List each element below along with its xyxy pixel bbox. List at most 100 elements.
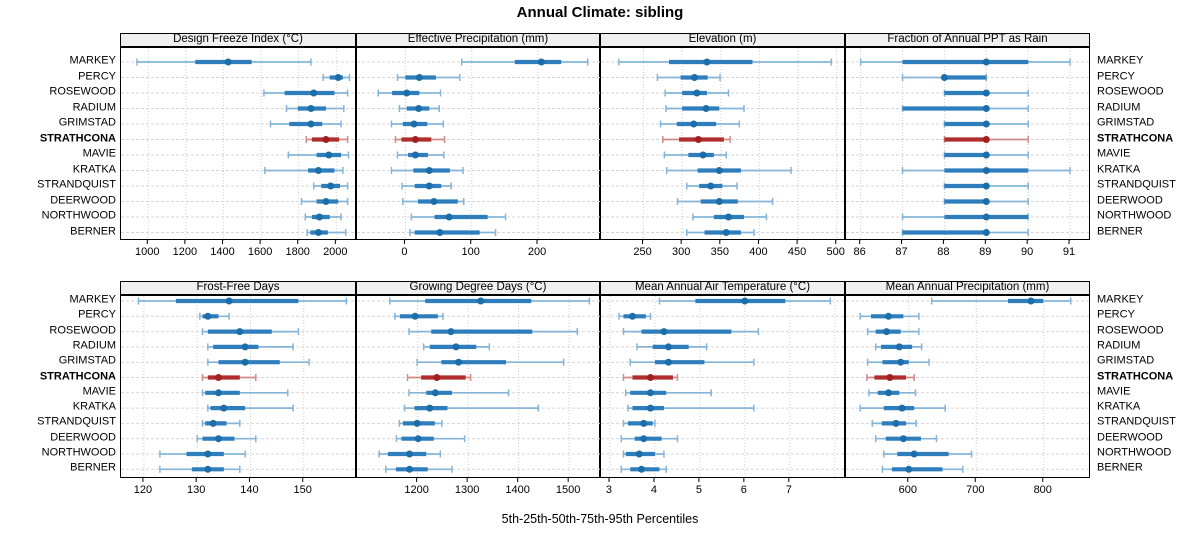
series-markey (930, 297, 1072, 305)
series-radium (901, 105, 1029, 112)
station-label-right-markey: MARKEY (1097, 54, 1144, 67)
panel-canvas-mean-annual-precipitation-mm (846, 296, 1091, 479)
series-radium (665, 105, 745, 112)
series-radium (422, 343, 491, 351)
series-strathcona (866, 374, 915, 381)
median-dot (982, 167, 990, 174)
median-dot (982, 182, 990, 190)
station-label-left-grimstad: GRIMSTAD (58, 116, 116, 129)
median-dot (214, 374, 222, 381)
median-dot (537, 58, 545, 66)
median-dot (885, 312, 893, 320)
series-kratka (901, 167, 1071, 174)
median-dot (224, 58, 232, 66)
median-dot (322, 136, 330, 143)
panel-plot-effective-precipitation-mm (356, 47, 601, 241)
station-label-right-percy: PERCY (1097, 308, 1135, 321)
axis-tick-label: 2000 (323, 246, 347, 258)
axis-tick-label: 86 (854, 246, 866, 258)
station-label-left-markey: MARKEY (69, 54, 116, 67)
axis-tick-label: 6 (741, 484, 747, 496)
x-axis-mean-annual-precipitation-mm: 600 700 800 (899, 478, 1052, 496)
median-dot (635, 450, 643, 458)
series-markey (658, 297, 832, 305)
series-mavie (396, 151, 445, 159)
station-label-right-mavie: MAVIE (1097, 385, 1131, 398)
median-dot (646, 404, 654, 412)
median-dot (725, 213, 733, 221)
median-dot (406, 465, 414, 473)
axis-tick-label: 3 (606, 484, 612, 496)
series-northwood (410, 213, 507, 221)
median-dot (314, 167, 322, 174)
median-dot (327, 182, 335, 190)
station-label-left-radium: RADIUM (72, 101, 116, 113)
series-markey (618, 58, 833, 66)
median-dot (334, 74, 342, 81)
axis-tick-label: 250 (633, 246, 651, 258)
series-berner (901, 229, 1029, 236)
station-label-right-deerwood: DEERWOOD (1097, 194, 1163, 206)
median-dot (415, 105, 423, 112)
series-rosewood (408, 328, 579, 336)
median-dot (982, 198, 990, 205)
station-label-right-rosewood: ROSEWOOD (1097, 324, 1164, 337)
station-label-left-rosewood: ROSEWOOD (49, 85, 116, 98)
series-mavie (868, 389, 917, 397)
median-dot (664, 343, 672, 351)
median-dot (214, 435, 222, 443)
median-dot (241, 343, 249, 351)
axis-tick-label: 1400 (505, 484, 529, 496)
series-percy (199, 312, 230, 320)
series-deerwood (196, 435, 257, 443)
series-strandquist (686, 182, 738, 190)
median-dot (982, 105, 990, 112)
panel-strip-fraction-of-annual-ppt-as-rain: Fraction of Annual PPT as Rain (845, 33, 1090, 47)
median-dot (637, 465, 645, 473)
station-label-left-markey: MARKEY (69, 293, 116, 306)
station-label-left-northwood: NORTHWOOD (41, 209, 116, 222)
figure-title: Annual Climate: sibling (516, 4, 684, 21)
axis-tick-label: 100 (462, 246, 480, 258)
series-berner (620, 465, 667, 473)
median-dot (204, 465, 212, 473)
series-kratka (264, 167, 344, 174)
series-rosewood (664, 89, 730, 97)
series-rosewood (377, 89, 442, 97)
median-dot (899, 435, 907, 443)
axis-tick-label: 90 (1021, 246, 1033, 258)
series-mavie (663, 151, 727, 159)
median-dot (664, 358, 672, 366)
axis-tick-label: 700 (966, 484, 984, 496)
series-grimstad (416, 358, 565, 366)
panel-plot-fraction-of-annual-ppt-as-rain (845, 47, 1091, 241)
median-dot (898, 404, 906, 412)
series-berner (159, 465, 241, 473)
panel-canvas-fraction-of-annual-ppt-as-rain (846, 48, 1091, 241)
median-dot (445, 213, 453, 221)
series-grimstad (207, 358, 310, 366)
median-dot (204, 312, 212, 320)
station-label-left-kratka: KRATKA (72, 163, 116, 175)
series-strathcona (943, 136, 1029, 143)
median-dot (315, 213, 323, 221)
median-dot (982, 213, 990, 221)
series-berner (686, 229, 755, 236)
series-kratka (665, 167, 792, 174)
median-dot (715, 167, 723, 174)
series-percy (396, 74, 461, 81)
x-axis-elevation-m: 250 300 350 400 450 500 (633, 240, 845, 258)
series-strandquist (871, 419, 917, 427)
series-strandquist (398, 419, 443, 427)
median-dot (430, 198, 438, 205)
median-dot (307, 105, 315, 112)
series-grimstad (390, 120, 444, 128)
median-dot (310, 89, 318, 97)
series-deerwood (943, 198, 1029, 205)
station-label-right-berner: BERNER (1097, 461, 1143, 474)
panel-plot-elevation-m (600, 47, 846, 241)
axis-tick-label: 87 (895, 246, 907, 258)
station-label-right-mavie: MAVIE (1097, 147, 1131, 160)
median-dot (982, 120, 990, 128)
median-dot (707, 182, 715, 190)
